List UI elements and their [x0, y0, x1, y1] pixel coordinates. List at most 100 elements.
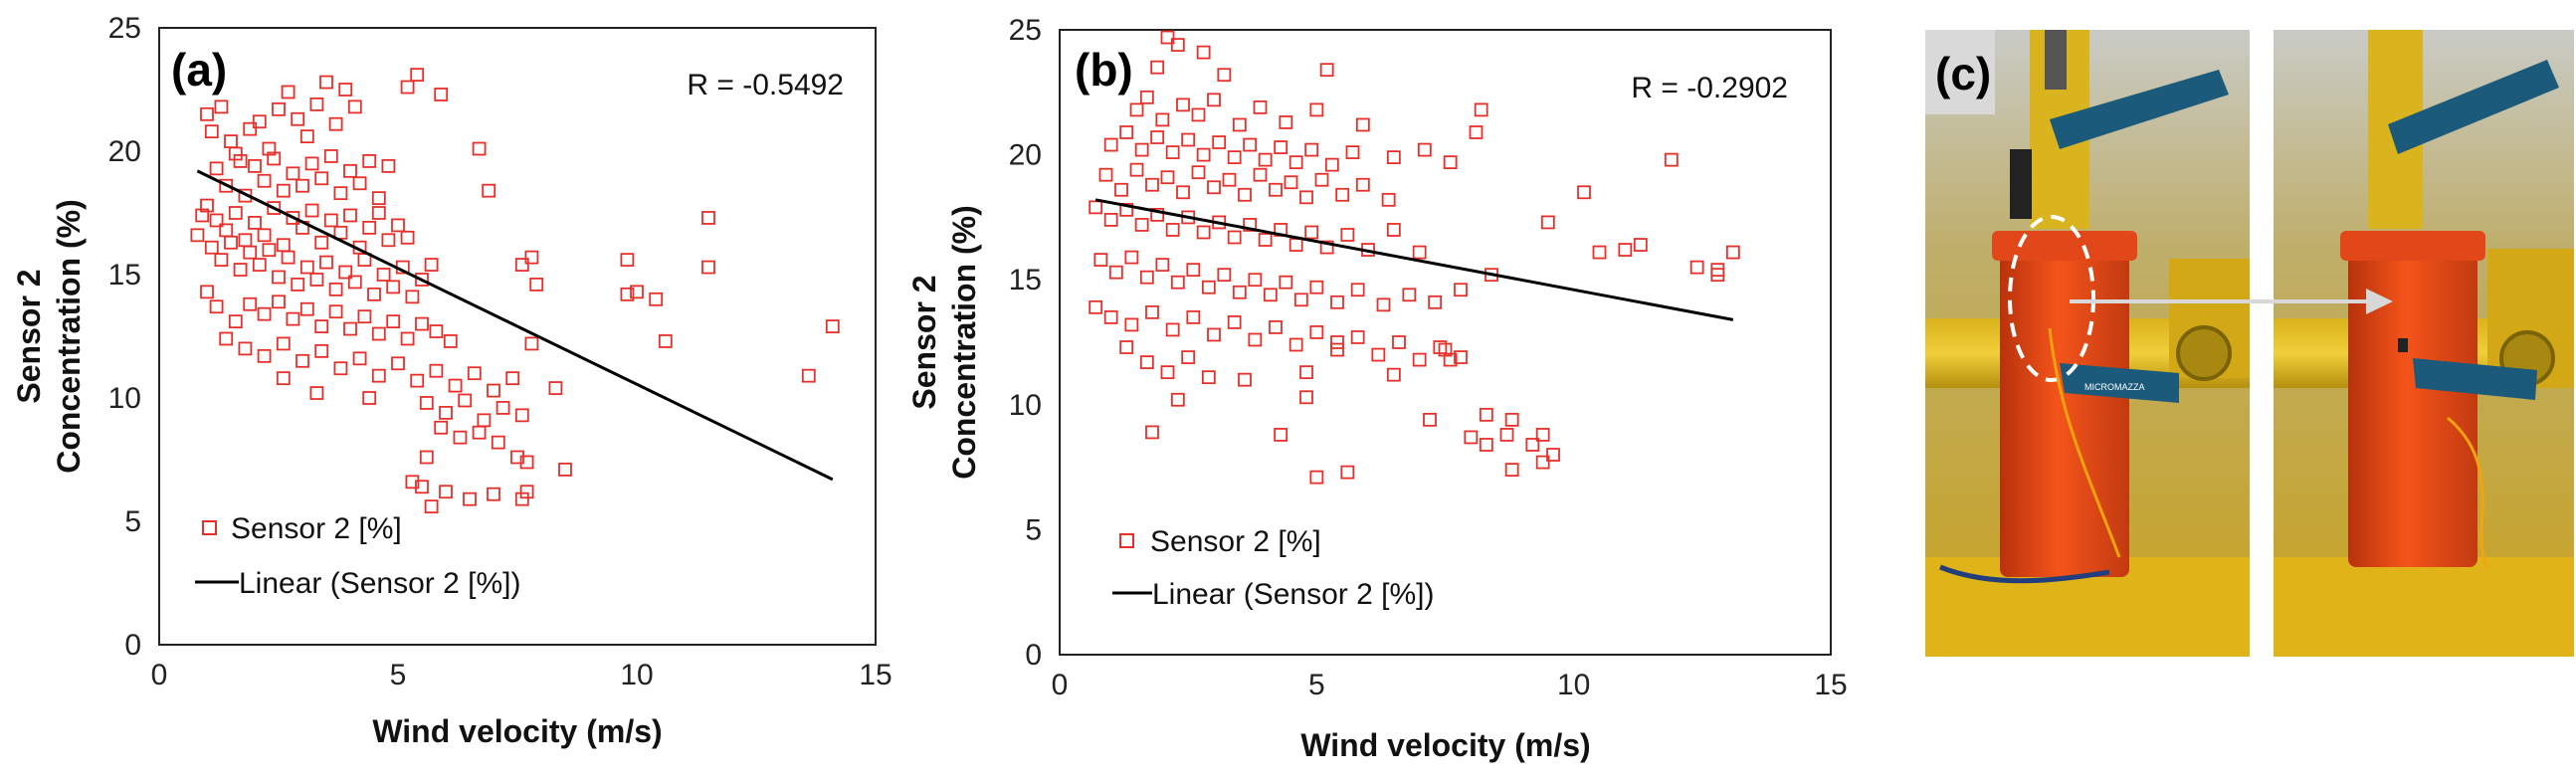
x-tick-label: 0	[1052, 669, 1069, 701]
chart-b-x-ticks: 0 5 10 15	[1052, 669, 1848, 701]
data-point	[1371, 347, 1386, 362]
data-point	[276, 183, 291, 198]
data-point	[477, 413, 492, 428]
data-point	[1207, 93, 1221, 107]
data-point	[1274, 140, 1288, 154]
data-point	[1160, 170, 1175, 185]
data-point	[1145, 177, 1159, 192]
x-tick-label: 0	[151, 659, 168, 691]
photo-right-cylinder-lid	[2340, 231, 2485, 261]
data-point	[347, 99, 362, 114]
data-point	[286, 211, 300, 225]
data-point	[1114, 182, 1128, 197]
data-point	[291, 278, 305, 292]
data-point	[1330, 342, 1344, 357]
data-point	[209, 213, 224, 228]
data-point	[1253, 99, 1268, 114]
data-point	[1299, 190, 1313, 205]
data-point	[1165, 322, 1180, 337]
data-point	[371, 206, 386, 220]
data-point	[1176, 98, 1190, 112]
data-point	[1304, 142, 1319, 157]
data-point	[1386, 223, 1401, 237]
data-point	[352, 351, 367, 366]
data-point	[228, 206, 243, 220]
data-point	[1170, 275, 1185, 290]
data-point	[1139, 270, 1154, 285]
y-tick-label: 10	[1009, 389, 1042, 422]
photo-panel-label: (c)	[1935, 48, 1991, 99]
data-point	[1119, 125, 1134, 139]
data-point	[1725, 245, 1740, 260]
data-point	[319, 255, 333, 270]
chart-b-legend-line-label: Linear (Sensor 2 [%])	[1152, 578, 1434, 611]
data-point	[429, 363, 444, 378]
chart-b-legend: Sensor 2 [%] Linear (Sensor 2 [%])	[1112, 525, 1434, 611]
chart-a-panel-label: (a)	[171, 44, 227, 96]
data-point	[328, 282, 343, 296]
data-point	[299, 260, 314, 275]
data-point	[296, 178, 309, 193]
data-point	[1274, 428, 1288, 442]
data-point	[386, 314, 401, 329]
data-point	[439, 405, 453, 420]
data-point	[505, 371, 520, 386]
data-point	[1170, 38, 1185, 52]
data-point	[400, 230, 415, 245]
data-point	[1345, 145, 1360, 159]
photo-left-handle-top	[2050, 70, 2229, 149]
y-tick-label: 10	[108, 382, 141, 415]
data-point	[1443, 155, 1458, 170]
data-point	[304, 203, 319, 218]
data-point	[1196, 147, 1211, 162]
chart-a-legend: Sensor 2 [%] Linear (Sensor 2 [%])	[195, 512, 520, 600]
data-point	[510, 450, 524, 465]
data-point	[309, 273, 324, 287]
data-point	[1145, 425, 1159, 440]
data-point	[1355, 117, 1370, 132]
data-point	[1243, 137, 1258, 152]
data-point	[410, 373, 425, 388]
data-point	[1196, 45, 1211, 60]
data-point	[228, 146, 243, 161]
x-tick-label: 10	[620, 659, 653, 691]
data-point	[195, 208, 210, 223]
data-point	[1150, 130, 1165, 144]
data-point	[1134, 142, 1149, 157]
photo-left-flange	[2176, 325, 2232, 381]
chart-a-legend-line-label: Linear (Sensor 2 [%])	[239, 567, 520, 600]
data-point	[248, 158, 262, 173]
data-point	[272, 294, 286, 309]
data-point	[381, 233, 396, 248]
data-point	[701, 211, 715, 225]
data-point	[276, 336, 291, 351]
data-point	[434, 88, 449, 101]
photo-right-slot	[2398, 338, 2408, 352]
data-point	[243, 296, 258, 311]
data-point	[276, 238, 291, 253]
data-point	[1417, 142, 1432, 157]
photo-left-fiber-cable	[2048, 327, 2121, 558]
photo-left-blue-cable	[1939, 564, 2110, 584]
data-point	[415, 480, 429, 494]
data-point	[338, 83, 353, 97]
photo-right-handle-top	[2388, 60, 2559, 154]
data-point	[190, 228, 205, 243]
data-point	[262, 243, 277, 258]
data-point	[224, 235, 238, 250]
data-point	[1227, 150, 1242, 165]
data-point	[1309, 325, 1324, 339]
data-point	[410, 68, 425, 83]
data-point	[219, 178, 234, 193]
data-point	[357, 253, 372, 268]
data-point	[419, 450, 434, 465]
chart-a-y-axis-label: Sensor 2 Concentration (%)	[11, 199, 87, 474]
data-point	[314, 171, 329, 186]
data-point	[1288, 337, 1303, 352]
data-point	[1129, 102, 1144, 117]
photo-left-chain	[2045, 30, 2067, 90]
data-point	[1633, 238, 1648, 252]
data-point	[801, 368, 816, 383]
data-point	[458, 393, 473, 408]
y-tick-label: 0	[124, 629, 141, 662]
